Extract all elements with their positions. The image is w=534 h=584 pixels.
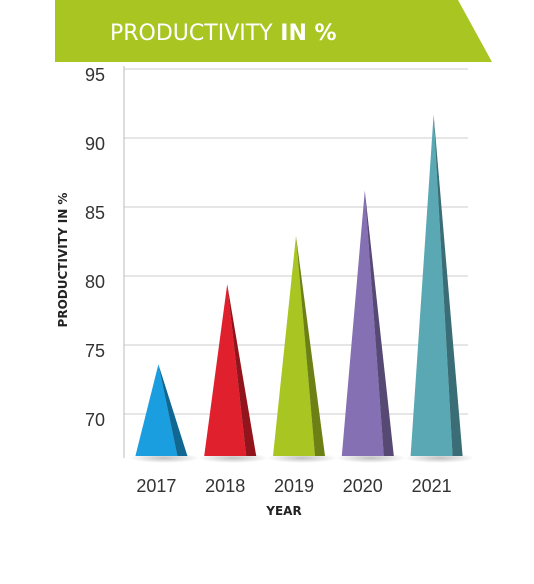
bar-front-face — [204, 284, 247, 456]
bar-side-face — [433, 114, 463, 456]
bar-side-face — [227, 284, 257, 456]
y-tick-label: 90 — [85, 134, 105, 154]
y-axis-title: PRODUCTIVITY IN % — [56, 193, 70, 328]
bar-front-face — [273, 235, 315, 456]
bar-2019 — [267, 235, 337, 463]
x-tick-label: 2018 — [205, 476, 245, 496]
y-tick-label: 80 — [85, 272, 105, 292]
bar-side-face — [296, 235, 325, 456]
bar-2020 — [335, 190, 406, 463]
x-tick-label: 2021 — [412, 476, 452, 496]
bar-side-shade — [364, 190, 394, 456]
x-tick-label: 2019 — [274, 476, 314, 496]
chart-title: PRODUCTIVITY IN % — [110, 21, 337, 46]
bar-side-face — [364, 190, 394, 456]
x-axis-title: YEAR — [265, 504, 301, 518]
y-tick-label: 95 — [85, 65, 105, 85]
bar-side-face — [158, 364, 188, 456]
bar-front-face — [410, 114, 453, 456]
x-tick-label: 2017 — [136, 476, 176, 496]
title-banner — [55, 0, 492, 62]
bar-front-face — [135, 364, 178, 456]
bar-side-shade — [296, 235, 325, 456]
bar-side-shade — [433, 114, 463, 456]
bars — [129, 114, 475, 463]
y-tick-label: 75 — [85, 341, 105, 361]
chart-title-main: PRODUCTIVITY — [110, 21, 273, 46]
y-tick-label: 85 — [85, 203, 105, 223]
bar-2017 — [129, 364, 200, 463]
x-tick-label: 2020 — [343, 476, 383, 496]
bar-side-shade — [158, 364, 188, 456]
bar-2021 — [404, 114, 475, 463]
bar-front-face — [341, 190, 384, 456]
y-tick-label: 70 — [85, 410, 105, 430]
bar-2018 — [198, 284, 269, 463]
x-axis-ticks: 2017 2018 2019 2020 2021 — [136, 476, 451, 496]
chart-title-bold: IN % — [273, 21, 337, 46]
bar-side-shade — [227, 284, 257, 456]
y-axis-ticks: 70 75 80 85 90 95 — [85, 65, 105, 430]
